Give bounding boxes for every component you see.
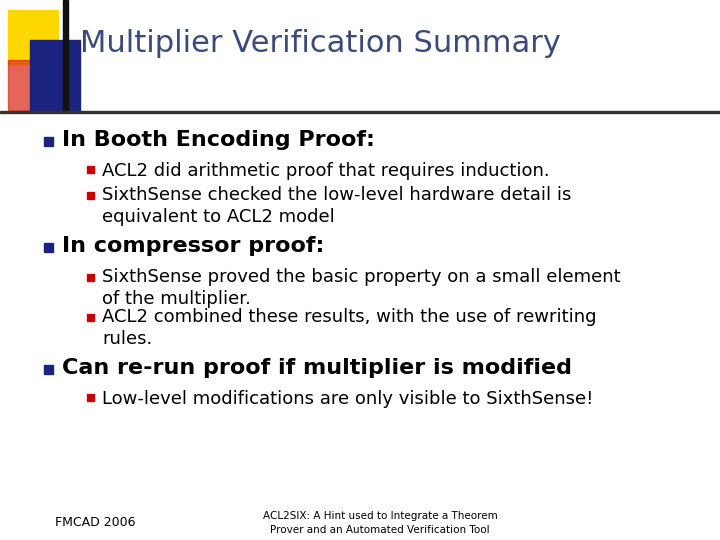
Bar xyxy=(0,111,720,113)
Bar xyxy=(8,10,58,64)
Bar xyxy=(43,137,53,146)
Text: In Booth Encoding Proof:: In Booth Encoding Proof: xyxy=(62,130,375,150)
Bar xyxy=(43,243,53,252)
Bar xyxy=(86,192,94,199)
Text: FMCAD 2006: FMCAD 2006 xyxy=(55,516,135,530)
Bar xyxy=(30,40,80,110)
Text: ACL2 combined these results, with the use of rewriting
rules.: ACL2 combined these results, with the us… xyxy=(102,308,596,348)
Text: Can re-run proof if multiplier is modified: Can re-run proof if multiplier is modifi… xyxy=(62,358,572,378)
Bar xyxy=(86,273,94,280)
Text: Low-level modifications are only visible to SixthSense!: Low-level modifications are only visible… xyxy=(102,390,593,408)
Bar xyxy=(86,394,94,401)
Text: Multiplier Verification Summary: Multiplier Verification Summary xyxy=(80,29,561,57)
Text: ACL2 did arithmetic proof that requires induction.: ACL2 did arithmetic proof that requires … xyxy=(102,162,549,180)
Text: SixthSense proved the basic property on a small element
of the multiplier.: SixthSense proved the basic property on … xyxy=(102,268,621,308)
Bar xyxy=(8,60,55,110)
Text: ACL2SIX: A Hint used to Integrate a Theorem
Prover and an Automated Verification: ACL2SIX: A Hint used to Integrate a Theo… xyxy=(263,511,498,535)
Text: In compressor proof:: In compressor proof: xyxy=(62,236,325,256)
Bar xyxy=(43,365,53,374)
Text: SixthSense checked the low-level hardware detail is
equivalent to ACL2 model: SixthSense checked the low-level hardwar… xyxy=(102,186,572,226)
Bar xyxy=(63,0,68,110)
Bar xyxy=(86,165,94,172)
Bar xyxy=(86,314,94,321)
